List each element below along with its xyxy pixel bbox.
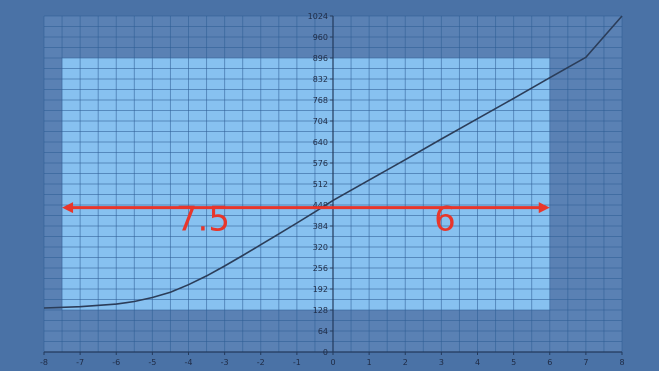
y-tick-label: 128 [313, 306, 328, 315]
y-tick-label: 384 [313, 222, 328, 231]
y-tick-label: 0 [323, 348, 328, 357]
y-tick-label: 768 [313, 96, 328, 105]
x-tick-label: 4 [475, 358, 480, 367]
x-tick-label: -3 [221, 358, 229, 367]
x-tick-label: 1 [367, 358, 372, 367]
x-tick-label: 6 [547, 358, 552, 367]
x-tick-label: 3 [439, 358, 444, 367]
x-tick-label: 2 [403, 358, 408, 367]
x-tick-label: -1 [293, 358, 301, 367]
x-tick-label: 8 [619, 358, 624, 367]
x-tick-label: -6 [112, 358, 120, 367]
x-tick-label: 0 [330, 358, 335, 367]
y-tick-label: 576 [313, 159, 328, 168]
y-tick-label: 256 [313, 264, 328, 273]
annotation-arrowhead-right [538, 202, 550, 214]
x-tick-label: -2 [257, 358, 265, 367]
x-tick-label: -4 [185, 358, 193, 367]
y-tick-label: 960 [313, 33, 328, 42]
y-tick-label: 512 [313, 180, 328, 189]
series-line [43, 15, 623, 309]
y-tick-label: 64 [318, 327, 328, 336]
y-tick-label: 704 [313, 117, 328, 126]
y-tick-label: 1024 [308, 12, 328, 21]
x-tick-label: -7 [76, 358, 84, 367]
x-tick-label: -8 [40, 358, 48, 367]
x-tick-label: -5 [148, 358, 156, 367]
annotation-label: 7.5 [176, 200, 230, 240]
y-tick-label: 896 [313, 54, 328, 63]
x-tick-label: 5 [511, 358, 516, 367]
y-tick-label: 192 [313, 285, 328, 294]
y-tick-label: 448 [313, 201, 328, 210]
y-tick-label: 640 [313, 138, 328, 147]
x-tick-label: 7 [583, 358, 588, 367]
y-tick-label: 320 [313, 243, 328, 252]
annotation-arrowhead-left [62, 202, 74, 214]
annotation-label: 6 [434, 200, 456, 240]
y-tick-label: 832 [313, 75, 328, 84]
